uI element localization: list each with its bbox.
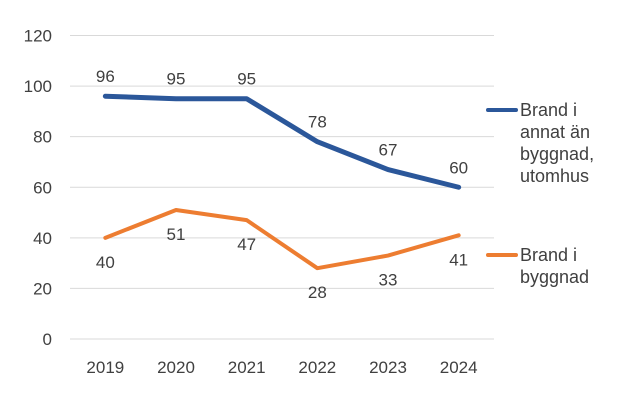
y-tick-label: 40	[33, 229, 52, 248]
y-tick-label: 80	[33, 128, 52, 147]
data-label: 95	[167, 70, 186, 89]
data-label: 28	[308, 283, 327, 302]
y-tick-label: 0	[43, 330, 52, 349]
legend-label-line: Brand i	[520, 100, 577, 120]
legend-label-line: byggnad,	[520, 144, 594, 164]
legend-label-line: byggnad	[520, 267, 589, 287]
data-label: 96	[96, 67, 115, 86]
data-label: 33	[379, 271, 398, 290]
y-tick-label: 20	[33, 279, 52, 298]
x-tick-label: 2024	[440, 358, 478, 377]
data-label: 78	[308, 113, 327, 132]
legend-label-line: Brand i	[520, 245, 577, 265]
data-label: 47	[237, 235, 256, 254]
x-tick-label: 2019	[86, 358, 124, 377]
y-tick-label: 100	[24, 77, 52, 96]
y-tick-label: 120	[24, 27, 52, 46]
x-tick-label: 2021	[228, 358, 266, 377]
data-label: 67	[379, 141, 398, 160]
legend-label-line: utomhus	[520, 166, 589, 186]
data-label: 40	[96, 253, 115, 272]
x-tick-label: 2022	[298, 358, 336, 377]
data-label: 60	[449, 158, 468, 177]
series-line	[102, 93, 462, 190]
series-line	[103, 208, 461, 271]
data-label: 41	[449, 250, 468, 269]
x-tick-label: 2023	[369, 358, 407, 377]
data-label: 95	[237, 70, 256, 89]
data-label: 51	[167, 225, 186, 244]
legend-label-line: annat än	[520, 122, 590, 142]
y-tick-label: 60	[33, 178, 52, 197]
x-tick-label: 2020	[157, 358, 195, 377]
